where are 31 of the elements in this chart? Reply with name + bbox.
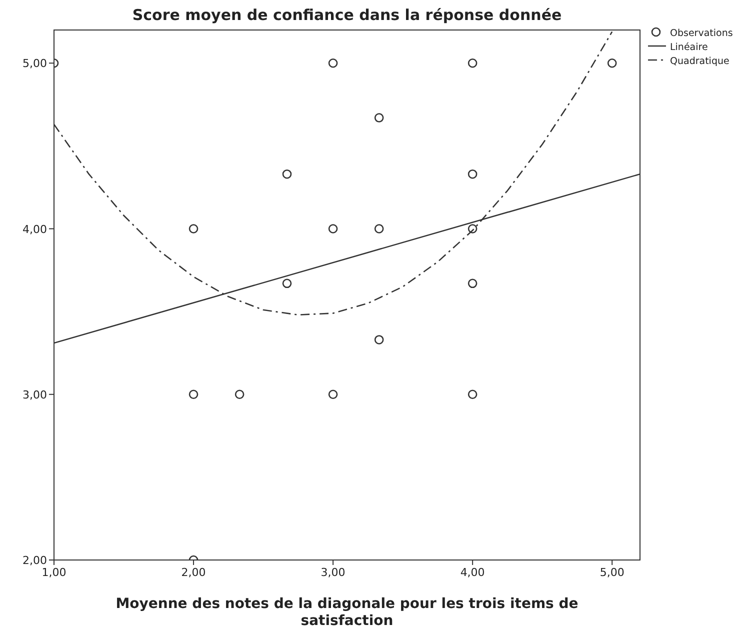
point xyxy=(374,113,384,122)
point xyxy=(374,335,384,344)
point xyxy=(282,169,292,179)
point xyxy=(468,58,478,68)
y-tick-label: 3,00 xyxy=(22,388,47,402)
x-axis-title: Moyenne des notes de la diagonale pour les trois items de satisfaction xyxy=(116,596,578,629)
point xyxy=(468,224,478,234)
point xyxy=(468,169,478,179)
x-tick-label: 5,00 xyxy=(600,566,624,579)
x-tick-label: 3,00 xyxy=(320,566,346,579)
legend-label: Observations xyxy=(670,28,733,39)
y-tick-label: 4,00 xyxy=(22,222,47,236)
x-tick-label: 2,00 xyxy=(181,566,206,579)
point xyxy=(282,278,292,288)
point xyxy=(188,390,198,400)
chart-title: Score moyen de confiance dans la réponse donnée xyxy=(132,6,562,24)
point xyxy=(328,224,338,234)
y-tick-label: 5,00 xyxy=(22,57,47,70)
x-tick-label: 4,00 xyxy=(460,566,485,579)
point xyxy=(374,224,384,234)
point xyxy=(234,390,244,400)
point xyxy=(188,224,198,234)
x-tick-label: 1,00 xyxy=(42,566,66,579)
y-tick-label: 2,00 xyxy=(22,554,47,567)
point xyxy=(328,390,338,400)
point xyxy=(468,390,478,400)
point xyxy=(607,58,617,68)
legend-label: Quadratique xyxy=(670,56,730,67)
point xyxy=(468,278,478,288)
point xyxy=(328,58,338,68)
legend-label: Linéaire xyxy=(670,42,708,53)
